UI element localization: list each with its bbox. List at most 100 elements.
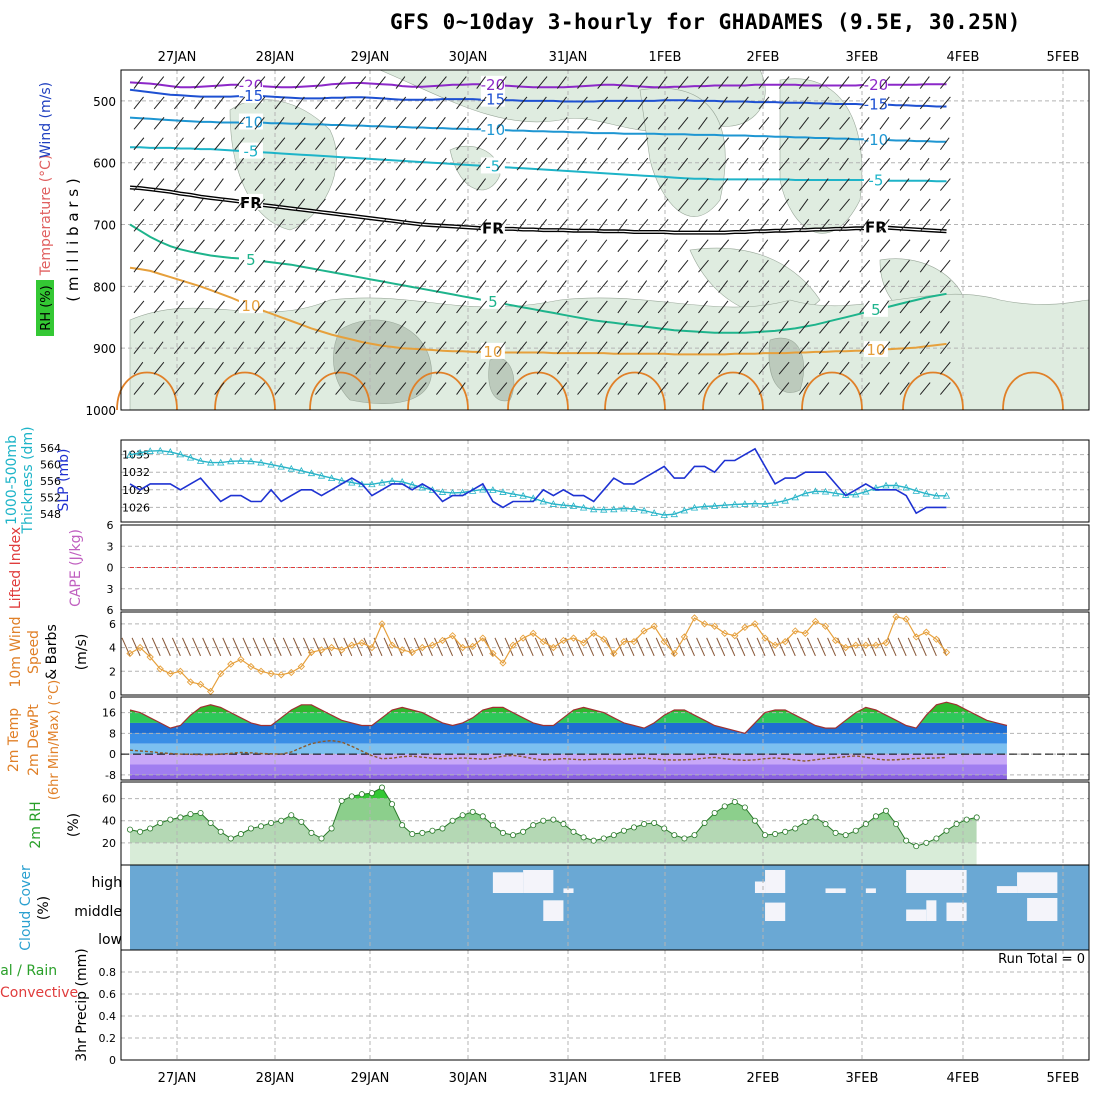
wind-barb [415, 96, 427, 110]
wind-barb [514, 637, 524, 657]
isotherm-line [702, 371, 764, 411]
wind-barb [516, 239, 527, 253]
wind-barb [415, 280, 427, 293]
rh-point [439, 825, 446, 832]
spacer [121, 410, 127, 414]
wind-barb [496, 341, 507, 355]
wind-barb [839, 341, 849, 355]
wind-barb [534, 637, 544, 657]
wind-speed-point [690, 614, 699, 622]
wind-barb [133, 76, 144, 89]
wind-barb [456, 219, 467, 232]
wind-barb [395, 259, 406, 273]
wind-barb [879, 117, 890, 130]
wind-barb [556, 76, 567, 89]
wind-barb [315, 198, 326, 212]
lifted-index-axis-label: Lifted Index [8, 527, 24, 609]
wind-barb [234, 76, 245, 89]
wind-barb [436, 280, 447, 293]
ytick-label: 3 [107, 540, 114, 553]
wind-barb [516, 361, 528, 375]
wind-barb [133, 239, 145, 253]
ytick-label: 0.2 [99, 1032, 117, 1045]
wind-barb [657, 76, 668, 89]
thickness-point [559, 501, 568, 509]
wind-barb [536, 321, 548, 334]
wind-barb [476, 382, 487, 395]
thickness-point [660, 511, 668, 518]
rh-point [237, 831, 244, 838]
wind-speed-point [660, 638, 668, 646]
wind-barb [738, 96, 749, 110]
wind-barb [577, 219, 588, 232]
cloud-segment [906, 870, 967, 893]
wind-barb [415, 178, 427, 191]
wind-barb [214, 76, 225, 89]
wind-barb [940, 96, 951, 110]
wind-speed-point [448, 632, 457, 640]
wind-axis-label: Speed [26, 630, 42, 674]
wind-barb [173, 96, 185, 110]
isotherm-label: 10 [241, 297, 260, 315]
wind-barb [456, 117, 467, 130]
rh-point [812, 814, 819, 821]
cloud-segment [765, 902, 786, 921]
wind-barb [657, 178, 668, 191]
wind-barb [436, 239, 447, 253]
wind-barb [677, 137, 688, 151]
wind-barb [657, 157, 668, 171]
wind-barb [940, 341, 951, 355]
ytick-label: 556 [40, 475, 61, 488]
isotherm-label-bg [863, 95, 888, 112]
wind-barb [919, 198, 931, 212]
rh-point [489, 822, 496, 829]
wind-barb [335, 96, 346, 110]
wind-barb [939, 239, 950, 253]
wind-barb [919, 321, 931, 334]
wind-barb [738, 361, 749, 375]
wind-barb [859, 300, 870, 314]
rh-point [217, 828, 224, 835]
wind-speed-point [579, 639, 588, 647]
wind-speed-point [751, 620, 759, 628]
wind-barb [524, 637, 534, 657]
rh-band [130, 842, 977, 865]
wind-barb [355, 341, 367, 355]
rh-point [540, 817, 547, 824]
wind-barb [456, 259, 467, 273]
wind-speed-point [358, 639, 366, 647]
thickness-point [922, 489, 930, 497]
wind-barb [556, 137, 568, 151]
wind-speed-point [922, 628, 930, 636]
wind-barb [315, 321, 326, 334]
wind-barb [436, 76, 447, 89]
wind-barb [294, 341, 306, 355]
wind-barb [758, 219, 770, 232]
rh-point [318, 835, 325, 842]
thickness-point [640, 506, 648, 514]
wind-barb [194, 321, 205, 334]
rh-point [167, 816, 174, 823]
wind-barb [819, 178, 829, 191]
thickness-point [237, 457, 245, 464]
wind-barb [847, 637, 857, 657]
wind-barb [375, 280, 386, 293]
isotherm-label-bg [480, 120, 505, 137]
wind-barb [536, 157, 548, 171]
wind-barb [456, 321, 467, 334]
wind-barb [476, 280, 487, 293]
wind-barb [758, 239, 769, 253]
isotherm-label: 10 [483, 343, 502, 361]
thickness-point [499, 488, 507, 495]
wind-barb [415, 198, 427, 212]
wind-barb [234, 300, 246, 314]
isotherm-label: 10 [866, 341, 885, 359]
thickness-point [670, 510, 678, 518]
wind-barb [456, 96, 466, 110]
thickness-point [721, 501, 729, 509]
wind-barb [839, 259, 850, 273]
wind-barb [746, 637, 756, 657]
wind-barb [577, 259, 587, 273]
wind-barb [415, 219, 427, 232]
wind-barb [182, 637, 191, 657]
